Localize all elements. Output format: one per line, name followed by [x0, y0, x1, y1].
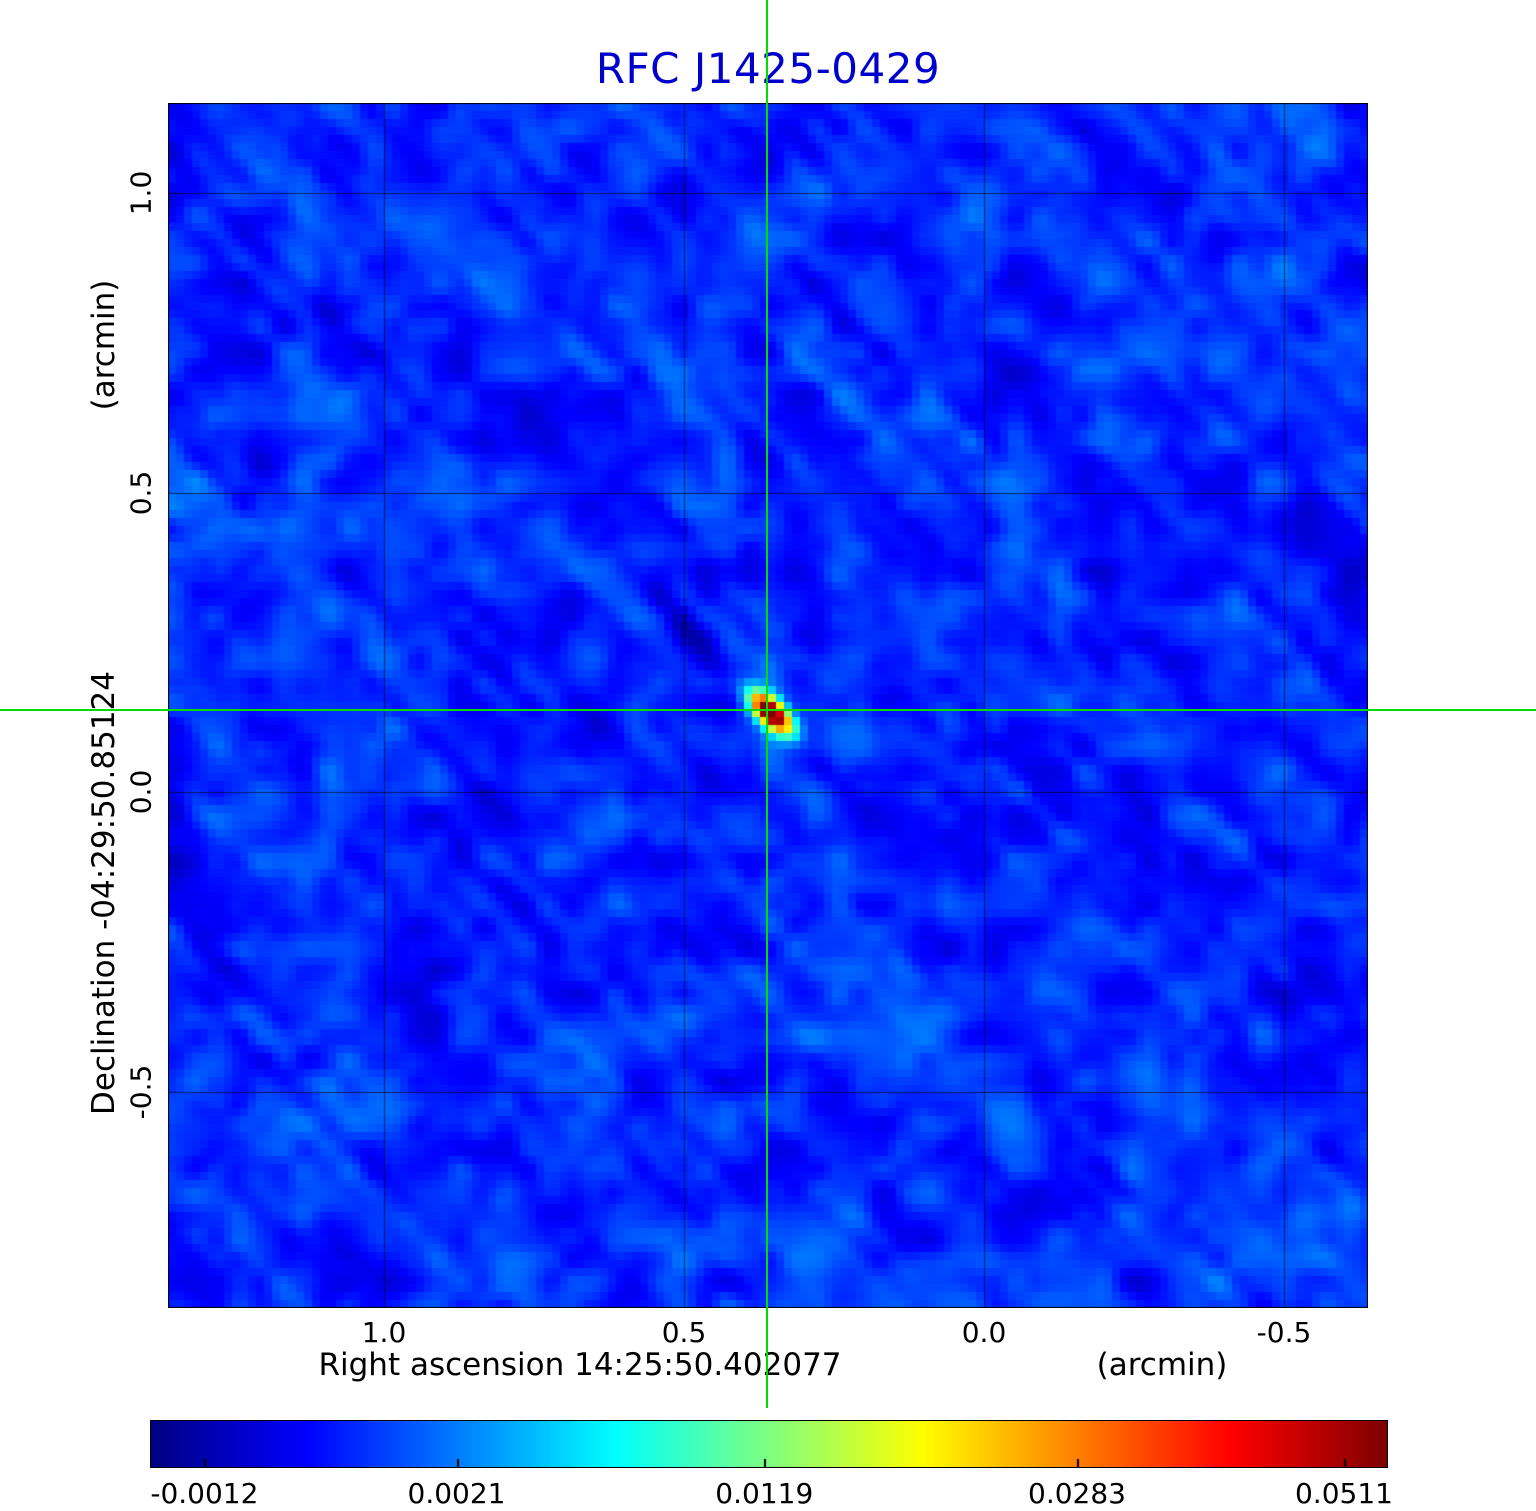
plot-title: RFC J1425-0429 [595, 44, 941, 93]
x-axis-unit-label: (arcmin) [1096, 1347, 1228, 1383]
colorbar-tick-label: 0.0511 [1294, 1477, 1393, 1510]
colorbar-tick-label: 0.0283 [1028, 1477, 1126, 1510]
y-axis-unit-label: (arcmin) [86, 279, 122, 411]
crosshair-horizontal-line [0, 709, 1536, 711]
y-tick-label: 0.0 [124, 770, 158, 815]
y-tick-label: 1.0 [124, 170, 158, 216]
y-tick-label: -0.5 [124, 1064, 158, 1120]
x-tick-label: -0.5 [1256, 1316, 1312, 1349]
x-tick-label: 0.5 [661, 1316, 707, 1349]
colorbar [150, 1420, 1388, 1468]
x-tick-label: 1.0 [361, 1316, 407, 1349]
y-axis-label: Declination -04:29:50.85124 [86, 671, 122, 1115]
crosshair-vertical-line [766, 0, 768, 1408]
colorbar-tick-label: -0.0012 [150, 1477, 259, 1510]
colorbar-tick-label: 0.0021 [407, 1477, 506, 1510]
y-tick-label: 0.5 [124, 470, 158, 515]
sky-map-image [168, 103, 1368, 1308]
x-tick-label: 0.0 [961, 1316, 1007, 1349]
x-axis-label: Right ascension 14:25:50.402077 [318, 1347, 842, 1383]
colorbar-tick-label: 0.0119 [715, 1477, 814, 1510]
